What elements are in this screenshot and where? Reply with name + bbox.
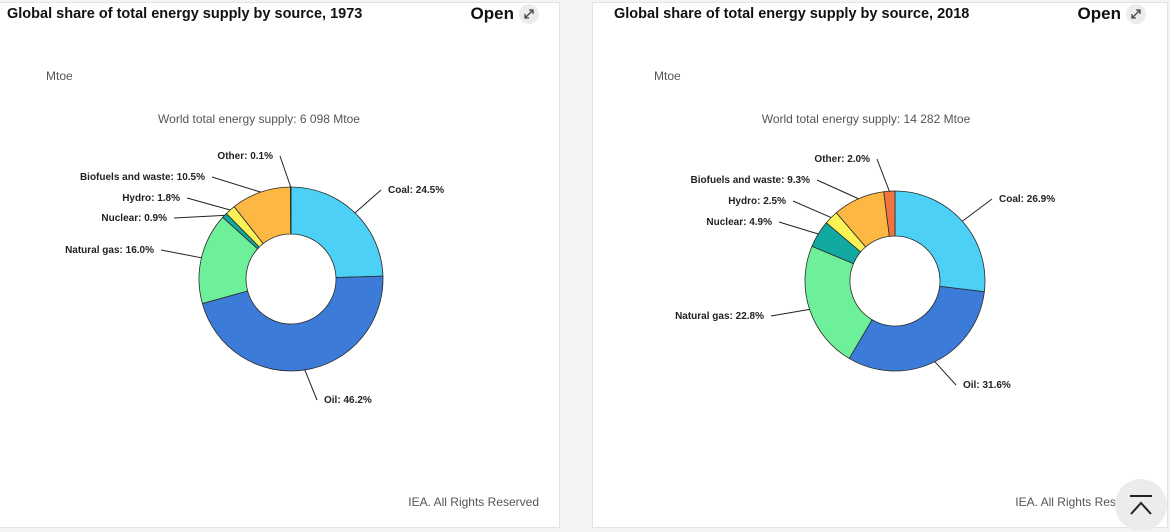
expand-icon [519, 4, 539, 24]
slice-label-other: Other: 0.1% [217, 151, 273, 162]
leader-line [279, 155, 292, 188]
chart-card-1973: Global share of total energy supply by s… [0, 2, 560, 528]
leader-line [354, 189, 382, 214]
leader-line [173, 214, 225, 219]
slice-other[interactable] [290, 186, 292, 235]
chart-subtitle: World total energy supply: 6 098 Mtoe [158, 112, 360, 126]
chart-subtitle: World total energy supply: 14 282 Mtoe [761, 112, 971, 126]
slice-label-nuclear: Nuclear: 0.9% [101, 213, 167, 224]
slice-label-other: Other: 2.0% [814, 154, 870, 165]
slice-label-hydro: Hydro: 2.5% [728, 196, 786, 207]
scroll-to-top-button[interactable] [1115, 479, 1167, 531]
leader-line [160, 249, 202, 259]
leader-line [934, 361, 957, 386]
open-button[interactable]: Open [471, 4, 539, 24]
leader-line [186, 197, 231, 211]
donut-chart: Coal: 24.5% Oil: 46.2% Natural gas: 16.0% N… [65, 151, 444, 406]
chart-title: Global share of total energy supply by s… [7, 6, 363, 22]
credit-text: IEA. All Rights Reserved [408, 495, 539, 509]
slice-label-nuclear: Nuclear: 4.9% [706, 217, 772, 228]
slice-label-natural-gas: Natural gas: 22.8% [675, 311, 764, 322]
leader-line [304, 369, 318, 401]
leader-line [962, 198, 993, 222]
chart-card-2018: Global share of total energy supply by s… [592, 2, 1168, 528]
slice-oil[interactable] [848, 285, 985, 372]
chart-title: Global share of total energy supply by s… [614, 6, 970, 22]
slice-coal[interactable] [290, 186, 384, 278]
slice-label-natural-gas: Natural gas: 16.0% [65, 245, 154, 256]
unit-label: Mtoe [654, 69, 681, 83]
slice-label-oil: Oil: 31.6% [963, 380, 1011, 391]
leader-line [770, 308, 810, 317]
slice-label-biofuels-and-waste: Biofuels and waste: 9.3% [691, 175, 811, 186]
chevron-up-icon [1130, 495, 1152, 515]
slice-oil[interactable] [201, 275, 384, 372]
unit-label: Mtoe [46, 69, 73, 83]
leader-line [792, 200, 832, 219]
leader-line [876, 158, 890, 192]
credit-text: IEA. All Rights Reserved [1015, 495, 1146, 509]
slice-other[interactable] [883, 190, 896, 237]
slice-natural-gas[interactable] [804, 245, 873, 360]
slice-label-biofuels-and-waste: Biofuels and waste: 10.5% [80, 172, 205, 183]
slice-label-coal: Coal: 24.5% [388, 185, 444, 196]
slice-label-hydro: Hydro: 1.8% [122, 193, 180, 204]
expand-icon [1126, 4, 1146, 24]
leader-line [816, 179, 859, 200]
open-label: Open [470, 4, 514, 23]
slice-label-coal: Coal: 26.9% [999, 194, 1055, 205]
donut-chart: Coal: 26.9% Oil: 31.6% Natural gas: 22.8% N… [675, 154, 1055, 391]
slice-coal[interactable] [894, 190, 986, 293]
open-button[interactable]: Open [1078, 4, 1146, 24]
leader-line [778, 221, 819, 235]
leader-line [211, 176, 261, 193]
open-label: Open [1077, 4, 1121, 23]
slice-label-oil: Oil: 46.2% [324, 395, 372, 406]
